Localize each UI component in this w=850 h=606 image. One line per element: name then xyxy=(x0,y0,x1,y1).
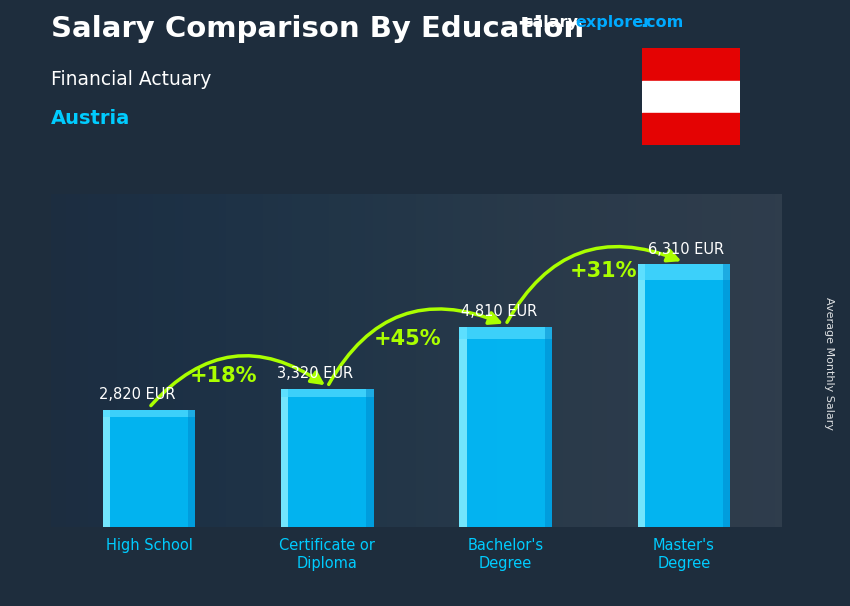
Bar xyxy=(545,327,552,527)
Bar xyxy=(638,264,730,527)
Text: +45%: +45% xyxy=(374,329,441,349)
Text: +18%: +18% xyxy=(190,365,258,385)
Text: 3,320 EUR: 3,320 EUR xyxy=(277,367,354,381)
Text: +31%: +31% xyxy=(570,261,638,281)
Text: Financial Actuary: Financial Actuary xyxy=(51,70,212,88)
Bar xyxy=(281,389,288,527)
Bar xyxy=(281,389,374,397)
Bar xyxy=(103,410,196,527)
Bar xyxy=(103,410,196,417)
Text: explorer: explorer xyxy=(575,15,652,30)
Bar xyxy=(281,389,374,527)
Bar xyxy=(459,327,467,527)
Bar xyxy=(459,327,552,339)
Bar xyxy=(638,264,645,527)
Bar xyxy=(642,48,740,81)
Text: 4,810 EUR: 4,810 EUR xyxy=(461,304,537,319)
Bar xyxy=(642,81,740,113)
Bar xyxy=(722,264,730,527)
Text: salary: salary xyxy=(523,15,578,30)
Text: Austria: Austria xyxy=(51,109,130,128)
Bar xyxy=(459,327,552,527)
Text: 6,310 EUR: 6,310 EUR xyxy=(649,242,724,257)
Text: .com: .com xyxy=(640,15,683,30)
Bar xyxy=(642,113,740,145)
Text: Salary Comparison By Education: Salary Comparison By Education xyxy=(51,15,584,43)
Bar xyxy=(103,410,110,527)
Bar xyxy=(638,264,730,280)
Bar xyxy=(366,389,374,527)
Bar xyxy=(188,410,196,527)
Text: 2,820 EUR: 2,820 EUR xyxy=(99,387,176,402)
Text: Average Monthly Salary: Average Monthly Salary xyxy=(824,297,834,430)
